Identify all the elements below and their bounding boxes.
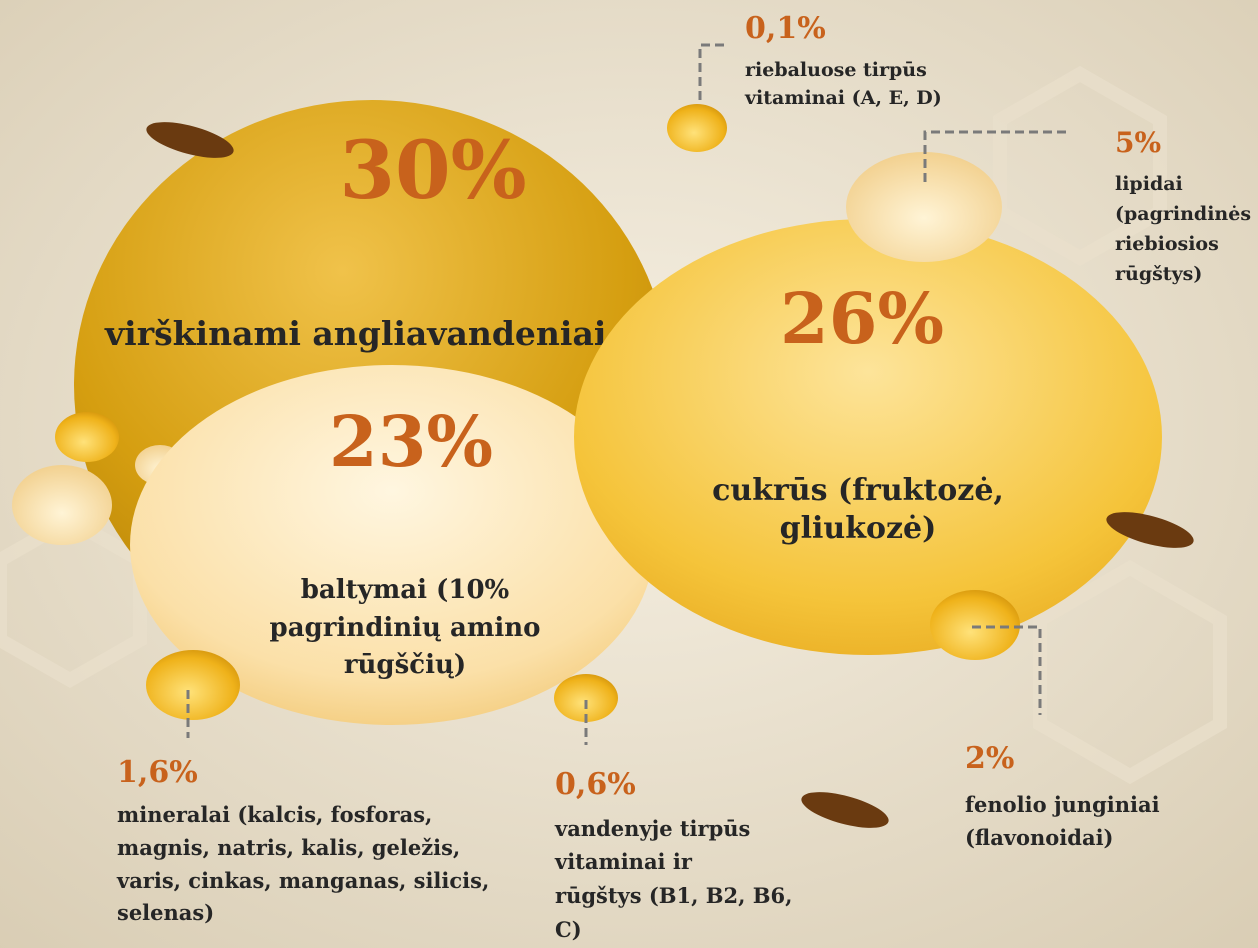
- droplet: [146, 650, 240, 720]
- label: (pagrindinės: [1115, 203, 1251, 225]
- value-label: 2%: [965, 741, 1014, 776]
- label: vitaminai ir: [554, 849, 693, 874]
- label: mineralai (kalcis, fosforas,: [117, 802, 432, 827]
- droplet: [12, 465, 112, 545]
- droplet: [930, 590, 1020, 660]
- label: riebaluose tirpūs: [745, 59, 927, 81]
- label: rūgštys (B1, B2, B6,: [555, 883, 792, 908]
- label: varis, cinkas, manganas, silicis,: [116, 868, 489, 893]
- label: gliukozė): [780, 511, 937, 546]
- label: selenas): [117, 900, 214, 925]
- label: vandenyje tirpūs: [554, 816, 750, 841]
- label: vitaminai (A, E, D): [744, 87, 942, 109]
- label: magnis, natris, kalis, geležis,: [117, 835, 460, 860]
- label: rūgščių): [344, 650, 466, 680]
- droplet: [667, 104, 727, 152]
- infographic: 30% virškinami angliavandeniai 23% balty…: [0, 0, 1258, 948]
- value-label: 0,1%: [745, 11, 826, 46]
- value-label: 5%: [1115, 126, 1161, 159]
- value-label: 26%: [780, 277, 944, 360]
- label: cukrūs (fruktozė,: [712, 473, 1004, 508]
- label: lipidai: [1115, 173, 1183, 195]
- label: fenolio junginiai: [965, 792, 1160, 817]
- value-label: 1,6%: [117, 755, 198, 790]
- label: riebiosios: [1115, 233, 1219, 255]
- label: pagrindinių amino: [270, 613, 541, 643]
- droplet: [846, 152, 1002, 262]
- value-label: 0,6%: [555, 767, 636, 802]
- droplet: [55, 412, 119, 462]
- page: 30% virškinami angliavandeniai 23% balty…: [0, 0, 1258, 948]
- value-label: 23%: [329, 400, 493, 483]
- label: C): [555, 917, 582, 942]
- label: (flavonoidai): [965, 825, 1113, 850]
- label: rūgštys): [1115, 263, 1202, 285]
- label: virškinami angliavandeniai: [104, 314, 606, 353]
- label: baltymai (10%: [301, 575, 510, 605]
- value-label: 30%: [339, 123, 526, 217]
